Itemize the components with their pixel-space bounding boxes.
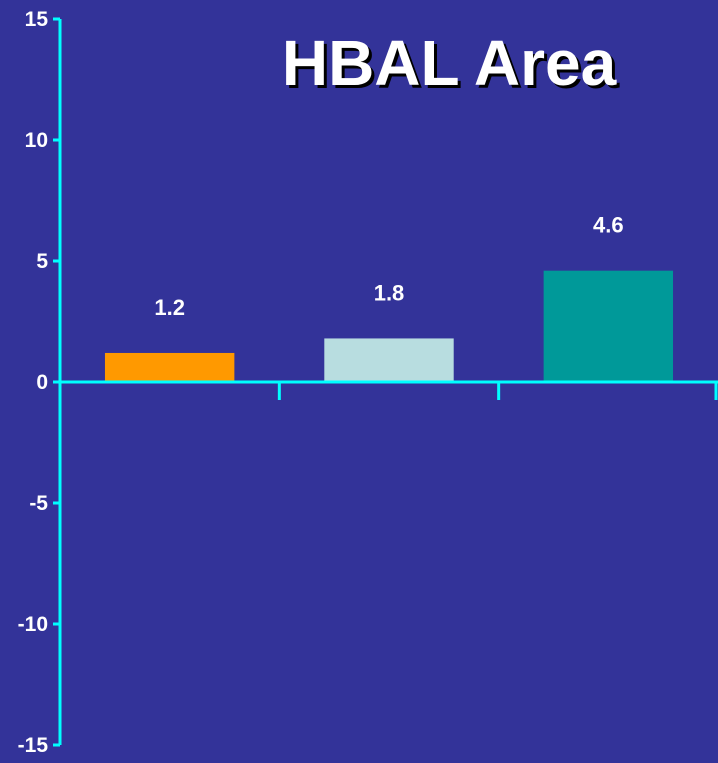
y-tick-label: -10 [18,613,48,636]
bars [104,270,674,381]
bar [543,270,674,381]
bar [104,352,235,381]
y-tick-label: 5 [36,250,48,273]
y-tick-label: 15 [25,8,49,31]
chart-title: HBAL Area [282,27,617,99]
data-labels: 1.2 1.8 4.6 [154,213,623,320]
bar-value-label: 4.6 [593,213,624,238]
y-tick-label: -5 [29,492,48,515]
chart-title-group: HBAL Area HBAL Area [282,27,620,102]
axes: 15 10 5 0 -5 -10 -15 [18,8,718,757]
y-tick-label: -15 [18,734,49,757]
chart-title-shadow: HBAL Area [285,30,620,102]
bar-value-label: 1.8 [374,280,405,305]
bar-value-label: 1.2 [154,295,185,320]
y-tick-label: 10 [25,129,48,152]
bar [324,338,454,381]
y-tick-label: 0 [36,371,48,394]
